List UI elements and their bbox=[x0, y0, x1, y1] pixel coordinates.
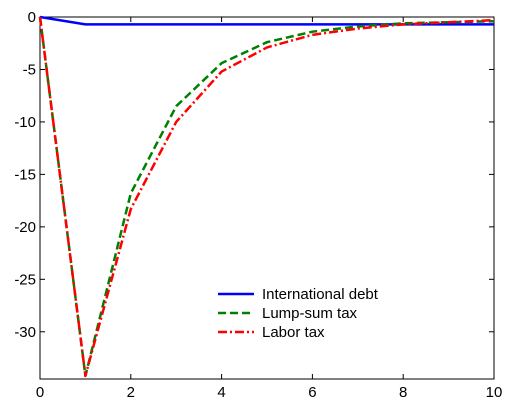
legend: International debt Lump-sum tax Labor tax bbox=[218, 286, 379, 341]
x-tick-label: 6 bbox=[308, 384, 316, 401]
series-line bbox=[38, 16, 495, 378]
x-tick-label: 10 bbox=[486, 384, 503, 401]
legend-label: Labor tax bbox=[262, 324, 325, 341]
axis-ticks: 0 2 4 6 8 10 0 -5 -10 -15 -20 -25 -30 bbox=[14, 9, 502, 401]
y-tick-label: -25 bbox=[14, 271, 36, 288]
x-tick-label: 2 bbox=[127, 384, 135, 401]
y-tick-label: -20 bbox=[14, 219, 36, 236]
x-tick-label: 4 bbox=[217, 384, 225, 401]
plot-area bbox=[39, 16, 495, 380]
y-tick-label: -30 bbox=[14, 324, 36, 341]
y-tick-label: -10 bbox=[14, 114, 36, 131]
x-tick-label: 0 bbox=[36, 384, 44, 401]
series-line bbox=[38, 16, 495, 378]
y-tick-label: -5 bbox=[23, 61, 36, 78]
y-tick-label: -15 bbox=[14, 166, 36, 183]
x-tick-label: 8 bbox=[399, 384, 407, 401]
legend-label: International debt bbox=[262, 286, 379, 303]
legend-label: Lump-sum tax bbox=[262, 305, 358, 322]
series-lines bbox=[38, 15, 495, 378]
y-tick-label: 0 bbox=[28, 9, 36, 26]
